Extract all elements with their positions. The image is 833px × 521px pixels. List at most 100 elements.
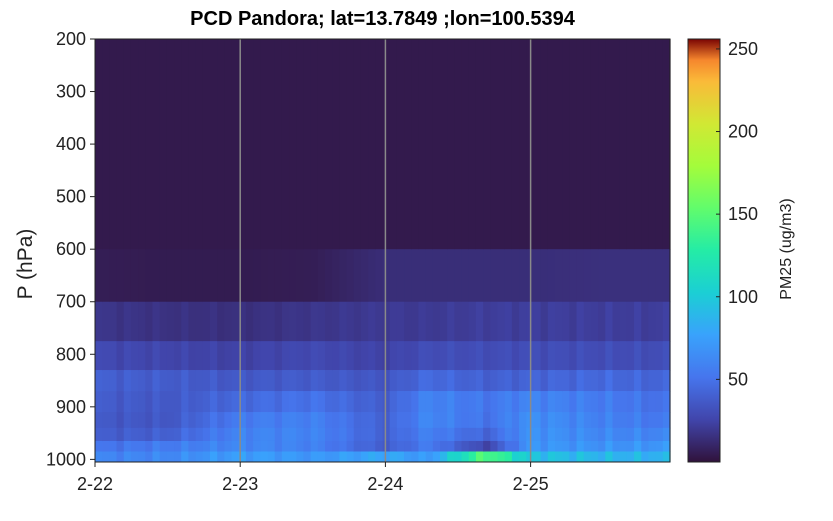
heatmap-cell	[432, 451, 441, 463]
heatmap-cell	[375, 39, 384, 250]
heatmap-cell	[123, 301, 132, 342]
heatmap-cell	[396, 370, 405, 392]
heatmap-cell	[360, 249, 369, 303]
heatmap-cell	[598, 412, 606, 429]
heatmap-cell	[188, 39, 197, 250]
heatmap-cell	[404, 440, 412, 452]
heatmap-cell	[648, 440, 657, 452]
heatmap-cell	[590, 249, 599, 303]
heatmap-cell	[605, 391, 614, 413]
heatmap-cell	[332, 39, 340, 250]
heatmap-cell	[440, 440, 448, 452]
heatmap-cell	[432, 249, 441, 303]
heatmap-cell	[260, 440, 269, 452]
heatmap-cell	[202, 391, 211, 413]
heatmap-cell	[411, 370, 420, 392]
heatmap-cell	[540, 451, 549, 463]
heatmap-cell	[447, 249, 455, 303]
heatmap-cell	[583, 412, 592, 429]
heatmap-cell	[95, 427, 103, 442]
heatmap-cell	[231, 451, 240, 463]
heatmap-cell	[317, 249, 326, 303]
heatmap-cell	[281, 370, 290, 392]
heatmap-cell	[626, 451, 635, 463]
heatmap-cell	[590, 391, 599, 413]
heatmap-cell	[166, 370, 175, 392]
heatmap-cell	[483, 39, 491, 250]
heatmap-cell	[562, 39, 570, 250]
heatmap-cell	[332, 249, 340, 303]
heatmap-cell	[296, 249, 305, 303]
heatmap-cell	[289, 301, 297, 342]
heatmap-cell	[360, 370, 369, 392]
heatmap-cell	[598, 370, 606, 392]
heatmap-cell	[274, 341, 283, 371]
heatmap-cell	[159, 440, 168, 452]
heatmap-cell	[339, 391, 348, 413]
y-tick-label: 300	[56, 82, 86, 102]
heatmap-cell	[490, 391, 499, 413]
heatmap-cell	[605, 412, 614, 429]
heatmap-cell	[281, 451, 290, 463]
heatmap-cell	[368, 341, 376, 371]
heatmap-cell	[626, 341, 635, 371]
heatmap-cell	[102, 412, 110, 429]
heatmap-cell	[224, 391, 233, 413]
heatmap-cell	[562, 427, 570, 442]
heatmap-cell	[583, 391, 592, 413]
heatmap-cell	[389, 391, 398, 413]
heatmap-cell	[468, 412, 477, 429]
heatmap-cell	[116, 391, 125, 413]
heatmap-cell	[267, 440, 276, 452]
heatmap-cell	[605, 451, 614, 463]
heatmap-cell	[375, 370, 384, 392]
heatmap-cell	[332, 412, 340, 429]
heatmap-cell	[619, 451, 628, 463]
heatmap-cell	[662, 427, 671, 442]
heatmap-cell	[511, 249, 520, 303]
heatmap-cell	[253, 39, 261, 250]
heatmap-cell	[605, 39, 614, 250]
heatmap-cell	[483, 427, 491, 442]
heatmap-cell	[325, 427, 333, 442]
heatmap-cell	[130, 249, 139, 303]
heatmap-cell	[447, 412, 455, 429]
heatmap-cell	[339, 451, 348, 463]
heatmap-cell	[511, 451, 520, 463]
heatmap-cell	[648, 39, 657, 250]
heatmap-cell	[174, 440, 182, 452]
heatmap-cell	[289, 39, 297, 250]
heatmap-cell	[418, 370, 427, 392]
heatmap-cell	[634, 427, 642, 442]
heatmap-cell	[634, 412, 642, 429]
heatmap-cell	[375, 391, 384, 413]
heatmap-cell	[260, 391, 269, 413]
heatmap-cell	[569, 301, 578, 342]
heatmap-cell	[432, 391, 441, 413]
heatmap-cell	[188, 301, 197, 342]
heatmap-cell	[174, 249, 182, 303]
heatmap-cell	[353, 341, 362, 371]
heatmap-cell	[289, 341, 297, 371]
heatmap-cell	[475, 370, 484, 392]
heatmap-cell	[605, 440, 614, 452]
heatmap-cell	[95, 39, 103, 250]
heatmap-cell	[519, 427, 527, 442]
heatmap-cell	[562, 391, 570, 413]
heatmap-cell	[382, 370, 391, 392]
colorbar	[687, 38, 721, 463]
heatmap-cell	[174, 412, 182, 429]
heatmap-cell	[555, 301, 563, 342]
heatmap-cell	[605, 301, 614, 342]
heatmap-cell	[576, 341, 585, 371]
heatmap-cell	[360, 341, 369, 371]
heatmap-cell	[425, 249, 434, 303]
heatmap-cell	[634, 391, 642, 413]
heatmap-cell	[483, 440, 491, 452]
heatmap-cell	[483, 451, 491, 463]
heatmap-cell	[95, 391, 103, 413]
heatmap-cell	[547, 412, 556, 429]
heatmap-cell	[454, 370, 463, 392]
heatmap-cell	[533, 451, 542, 463]
heatmap-cell	[102, 301, 110, 342]
